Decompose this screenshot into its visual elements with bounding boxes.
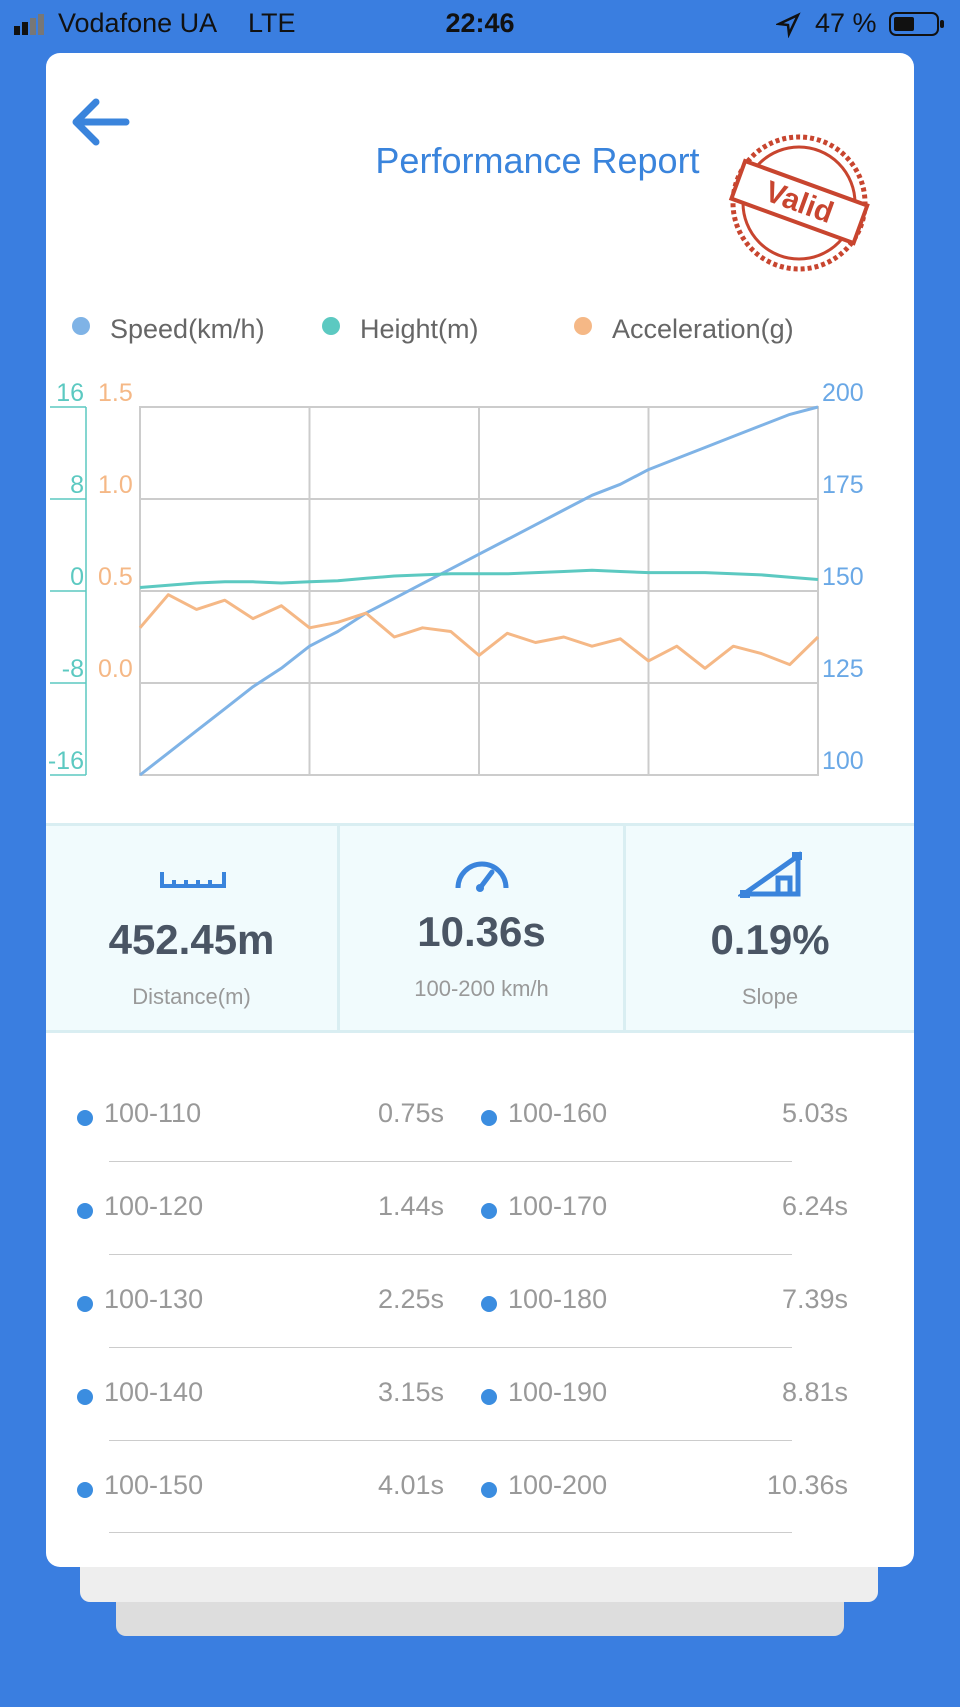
battery-percent: 47 %	[815, 8, 877, 38]
split-time: 0.75s	[377, 1098, 444, 1128]
split-range: 100-130	[104, 1284, 204, 1314]
signal-icon	[14, 14, 44, 35]
split-time: 6.24s	[781, 1191, 848, 1221]
stat-value: 0.19%	[710, 916, 830, 963]
y-tick-label: -8	[62, 655, 84, 683]
bullet	[77, 1296, 93, 1312]
legend-item: Acceleration(g)	[574, 314, 794, 345]
stat-label: Distance(m)	[132, 984, 251, 1009]
split-time: 5.03s	[781, 1098, 848, 1128]
bullet	[77, 1110, 93, 1126]
split-range: 100-160	[508, 1098, 608, 1128]
split-range: 100-110	[104, 1098, 202, 1128]
split-range: 100-120	[104, 1191, 204, 1221]
battery-icon	[889, 12, 944, 36]
row-separator	[109, 1440, 792, 1441]
card-stack	[116, 1602, 844, 1636]
legend-swatch	[322, 317, 340, 335]
y-tick-label: 0	[70, 563, 84, 591]
card-stack	[80, 1567, 878, 1602]
y-tick-label: -16	[48, 747, 84, 775]
ruler-icon	[160, 872, 226, 888]
split-time: 8.81s	[781, 1377, 848, 1407]
split-time: 1.44s	[377, 1191, 444, 1221]
bullet	[77, 1389, 93, 1405]
bullet	[77, 1482, 93, 1498]
split-range: 100-190	[508, 1377, 608, 1407]
valid-stamp: Valid	[728, 134, 870, 272]
split-range: 100-140	[104, 1377, 204, 1407]
clock: 22:46	[445, 8, 515, 38]
chart: -16 -8 0 8 16 0.0 0.5 1.0 1.5 100 125 150 175 200	[48, 379, 864, 777]
series-line	[139, 568, 819, 589]
split-time: 7.39s	[781, 1284, 848, 1314]
split-range: 100-180	[508, 1284, 608, 1314]
page-title: Performance Report	[375, 140, 700, 181]
legend-item: Height(m)	[322, 314, 479, 345]
back-button[interactable]	[68, 96, 132, 148]
split-time: 10.36s	[766, 1470, 848, 1500]
split-range: 100-200	[508, 1470, 608, 1500]
y2-tick-label: 125	[822, 655, 864, 683]
split-time: 3.15s	[377, 1377, 444, 1407]
row-separator	[109, 1254, 792, 1255]
y2-tick-label: 200	[822, 379, 864, 407]
report-card	[46, 53, 914, 1567]
legend-swatch	[72, 317, 90, 335]
stat-label: 100-200 km/h	[414, 976, 549, 1001]
bullet	[481, 1203, 497, 1219]
stat-value: 10.36s	[417, 908, 546, 955]
y2-tick-label: 175	[822, 471, 864, 499]
y2-tick-label: 150	[822, 563, 864, 591]
series-line	[138, 593, 820, 670]
network: LTE	[248, 8, 296, 38]
bullet	[481, 1110, 497, 1126]
slope-icon	[738, 851, 802, 898]
split-range: 100-150	[104, 1470, 204, 1500]
split-range: 100-170	[508, 1191, 608, 1221]
row-separator	[109, 1161, 792, 1162]
stat-value: 452.45m	[108, 916, 275, 963]
row-separator	[109, 1347, 792, 1348]
bullet	[481, 1296, 497, 1312]
y-tick-label: 16	[56, 379, 84, 407]
carrier: Vodafone UA	[58, 8, 218, 38]
stat-cell: 452.45m Distance(m)	[46, 826, 340, 1030]
y-tick-label: 8	[70, 471, 84, 499]
split-time: 2.25s	[377, 1284, 444, 1314]
bullet	[481, 1482, 497, 1498]
y3-tick-label: 0.5	[98, 563, 133, 591]
series-line	[139, 405, 819, 777]
legend-swatch	[574, 317, 592, 335]
legend-label: Speed(km/h)	[110, 314, 265, 344]
row-separator	[109, 1532, 792, 1533]
y3-tick-label: 1.5	[98, 379, 133, 407]
stat-cell: 0.19% Slope	[626, 826, 914, 1030]
legend-label: Acceleration(g)	[612, 314, 794, 344]
bullet	[481, 1389, 497, 1405]
location-icon	[776, 12, 801, 38]
stat-label: Slope	[741, 984, 799, 1009]
y2-tick-label: 100	[822, 747, 864, 775]
y3-tick-label: 1.0	[98, 471, 133, 499]
gauge-icon	[455, 861, 509, 892]
split-time: 4.01s	[377, 1470, 444, 1500]
y3-tick-label: 0.0	[98, 655, 133, 683]
stats-panel: 452.45m Distance(m) 10.36s 100-200 km/h …	[46, 823, 914, 1033]
bullet	[77, 1203, 93, 1219]
stat-cell: 10.36s 100-200 km/h	[340, 826, 626, 1030]
legend-label: Height(m)	[360, 314, 479, 344]
legend-item: Speed(km/h)	[72, 314, 265, 345]
